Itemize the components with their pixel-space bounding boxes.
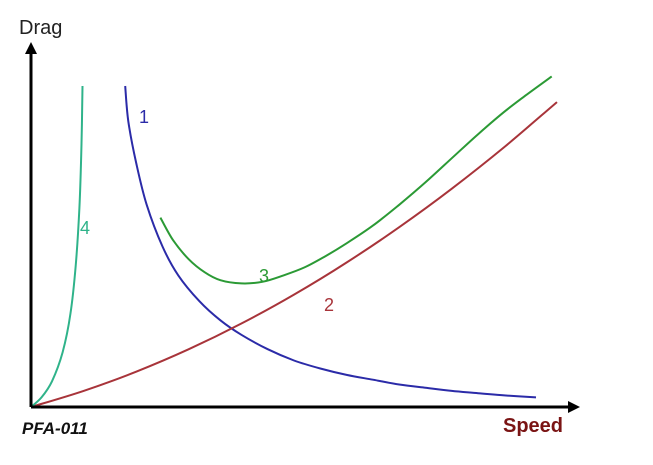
- x-axis-label: Speed: [503, 415, 563, 437]
- curve-2-label: 2: [324, 295, 334, 315]
- curve-4-label: 4: [80, 218, 90, 238]
- curve-4-line: [30, 85, 84, 408]
- curve-2-line: [30, 101, 558, 408]
- curve-1-label: 1: [139, 107, 149, 127]
- curve-labels: 1 2 3 4: [80, 107, 334, 315]
- curves-layer: [30, 75, 558, 408]
- chart-code-label: PFA-011: [22, 419, 88, 438]
- curve-3-line: [159, 75, 553, 285]
- curve-3-label: 3: [259, 266, 269, 286]
- y-axis-label: Drag: [19, 17, 62, 39]
- curve-1-line: [124, 85, 537, 399]
